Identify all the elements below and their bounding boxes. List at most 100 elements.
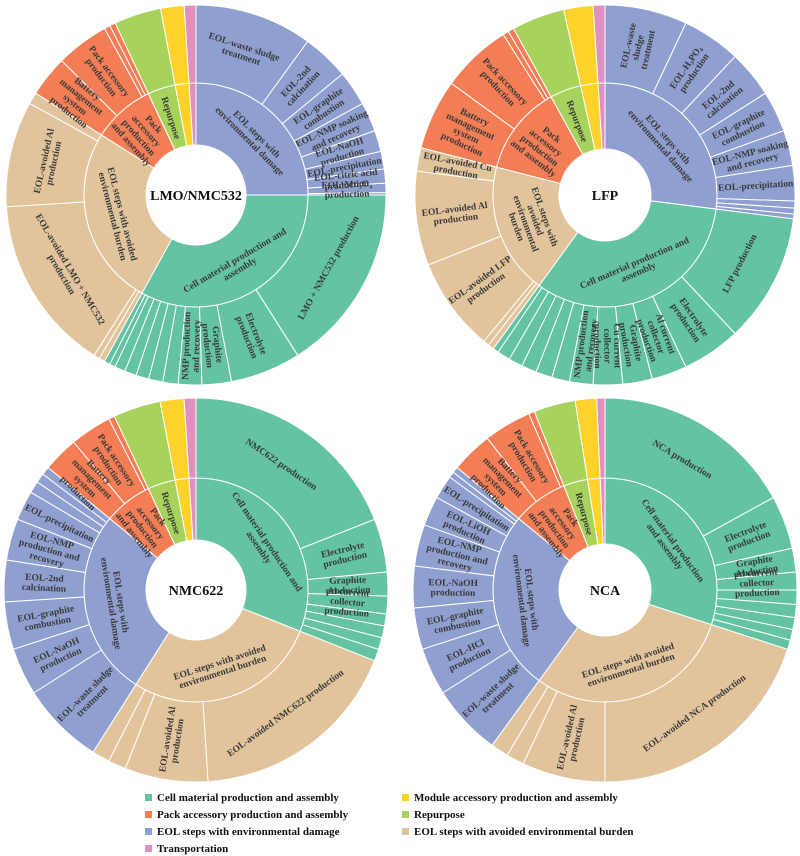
outer-ring-segment (299, 623, 380, 662)
outer-ring-segment (293, 102, 376, 158)
outer-ring-segment (28, 92, 103, 142)
chart-title: NCA (590, 584, 621, 599)
outer-ring-segment (714, 605, 796, 631)
outer-ring-segment (614, 302, 653, 385)
legend-label: Transportation (157, 843, 228, 855)
legend: Cell material production and assembly Pa… (145, 792, 634, 855)
outer-ring-label: EOL-2ndcalcination (22, 573, 68, 595)
outer-ring-segment (304, 150, 385, 181)
legend-label: Pack accessory production and assembly (157, 809, 349, 821)
outer-ring-segment (412, 565, 495, 609)
outer-ring-label: EOL-Mn₃O₄production (321, 179, 372, 201)
legend-label: EOL steps with environmental damage (157, 826, 340, 838)
outer-ring-label: Al currentcollectorproduction (324, 586, 372, 619)
outer-ring-segment (306, 593, 389, 615)
outer-ring-label: Graphiteproduction (199, 322, 224, 369)
outer-ring-segment (261, 40, 344, 125)
outer-ring-segment (72, 418, 146, 505)
outer-ring-segment (3, 559, 86, 603)
outer-ring-segment (521, 295, 566, 373)
outer-ring-segment (195, 4, 309, 106)
outer-ring-segment (12, 623, 103, 694)
outer-ring-segment (202, 630, 376, 783)
outer-ring-segment (713, 547, 797, 581)
legend-item: Pack accessory production and assembly (145, 809, 349, 821)
outer-ring-label: EOL-NaOHproduction (428, 578, 479, 599)
outer-ring-segment (497, 286, 550, 360)
outer-ring-segment (5, 201, 137, 357)
chart-lfp: EOL-wastesludgetreatment EOL-H₃PO₄product… (414, 4, 796, 386)
outer-ring-label: EOL-citric acidproduction (314, 168, 380, 194)
outer-ring-segment (159, 4, 190, 86)
outer-ring-segment (574, 397, 601, 480)
chart-title: NMC622 (169, 584, 223, 599)
outer-ring-label: NMP productionand recovery (181, 311, 203, 380)
outer-ring-segment (281, 73, 364, 142)
outer-ring-segment (135, 300, 169, 380)
legend-swatch (145, 811, 152, 818)
legend-swatch (402, 828, 409, 835)
outer-ring-segment (604, 397, 774, 537)
legend-item: EOL steps with avoided environmental bur… (402, 826, 634, 838)
outer-ring-label: Al currentcollectorproduction (734, 568, 781, 600)
outer-ring-segment (568, 304, 599, 386)
outer-ring-segment (450, 33, 546, 130)
outer-ring-segment (652, 275, 736, 368)
outer-ring-segment (148, 302, 177, 383)
outer-ring-segment (195, 397, 376, 550)
outer-ring-segment (698, 92, 785, 158)
outer-ring-segment (5, 102, 99, 208)
outer-ring-segment (512, 8, 582, 98)
chart-lmo-nmc532: EOL-waste sludgetreatmentEOL-2ndcalcinat… (5, 4, 387, 386)
outer-ring-segment (427, 235, 535, 343)
legend-swatch (145, 828, 152, 835)
outer-ring-segment (712, 612, 794, 641)
outer-ring-segment (301, 617, 383, 650)
outer-ring-segment (33, 649, 137, 753)
legend-swatch (145, 845, 152, 852)
outer-ring-label: EOL-precipitation (718, 179, 794, 194)
outer-ring-segment (124, 298, 162, 376)
outer-ring-label: Graphiteproduction (325, 576, 371, 597)
outer-ring-segment (535, 298, 575, 379)
chart-nca: NCA productionElectrolyteproductionGraph… (412, 397, 798, 783)
outer-ring-segment (300, 130, 382, 170)
legend-label: Cell material production and assembly (157, 792, 339, 804)
outer-ring-segment (680, 55, 767, 136)
outer-ring-segment (114, 295, 155, 372)
outer-ring-label: Cu currentcollectorproduction (591, 323, 622, 369)
outer-ring-segment (413, 524, 501, 577)
legend-label: Repurpose (414, 809, 465, 821)
outer-ring-segment (177, 305, 203, 386)
outer-ring-segment (16, 491, 101, 550)
outer-ring-segment (30, 481, 105, 534)
outer-ring-segment (715, 571, 798, 591)
outer-ring-segment (159, 397, 190, 481)
outer-ring-segment (3, 596, 91, 650)
outer-ring-segment (436, 476, 516, 537)
outer-ring-segment (255, 194, 387, 357)
outer-ring-segment (299, 518, 388, 581)
outer-ring-segment (709, 130, 794, 179)
outer-ring-segment (652, 22, 736, 115)
outer-ring-segment (632, 295, 687, 380)
outer-ring-segment (108, 689, 156, 770)
outer-ring-segment (305, 603, 388, 627)
legend-swatch (402, 811, 409, 818)
outer-ring-segment (702, 496, 793, 567)
outer-ring-segment (114, 7, 176, 95)
legend-label: EOL steps with avoided environmental bur… (414, 826, 634, 838)
outer-ring-segment (506, 685, 558, 765)
outer-ring-segment (420, 82, 516, 168)
chart-title: LFP (592, 189, 619, 204)
outer-ring-segment (522, 690, 606, 783)
outer-ring-segment (442, 649, 540, 747)
chart-title: LMO/NMC532 (150, 189, 242, 204)
legend-label: Module accessory production and assembly (414, 792, 618, 804)
chart-nmc622: NMC622 productionElectrolyteproductionGr… (3, 397, 389, 783)
outer-ring-segment (486, 413, 562, 503)
outer-ring-segment (34, 59, 118, 136)
outer-ring-segment (508, 291, 557, 367)
outer-ring-segment (423, 496, 508, 553)
